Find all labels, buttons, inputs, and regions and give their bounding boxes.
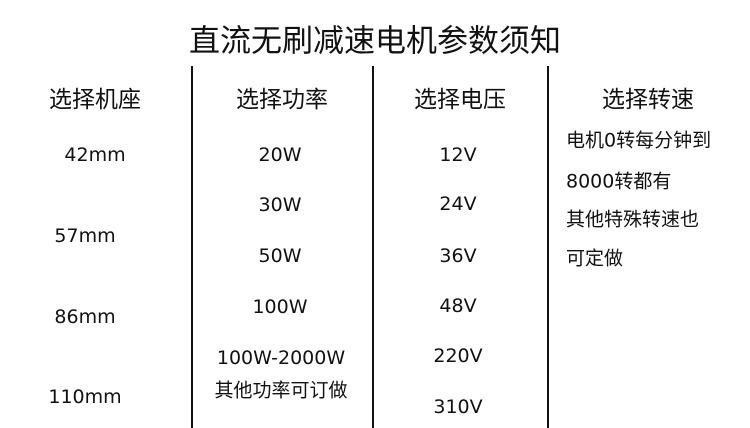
voltage-value: 220V — [433, 345, 483, 367]
power-value: 100W-2000W — [216, 347, 346, 369]
voltage-value: 36V — [439, 245, 477, 267]
power-value: 30W — [258, 194, 302, 216]
voltage-value: 48V — [439, 295, 477, 317]
voltage-value: 12V — [439, 144, 477, 166]
power-note: 其他功率可订做 — [214, 379, 348, 402]
power-value: 20W — [258, 144, 302, 166]
power-value: 50W — [258, 245, 302, 267]
speed-text: 可定做 — [566, 247, 624, 270]
column-header: 选择机座 — [49, 87, 141, 113]
speed-text: 电机0转每分钟到 — [566, 129, 712, 152]
frame-size-value: 42mm — [64, 144, 126, 166]
frame-size-value: 86mm — [54, 306, 116, 328]
column-header: 选择电压 — [414, 87, 506, 113]
column-header: 选择转速 — [602, 87, 694, 113]
speed-text: 8000转都有 — [566, 170, 672, 193]
column-divider — [372, 66, 374, 428]
voltage-value: 310V — [433, 396, 483, 418]
column-header: 选择功率 — [236, 87, 328, 113]
speed-text: 其他特殊转速也 — [566, 208, 700, 231]
frame-size-value: 57mm — [54, 225, 116, 247]
power-value: 100W — [252, 296, 308, 318]
column-divider — [547, 66, 549, 428]
column-divider — [191, 66, 193, 428]
frame-size-value: 110mm — [48, 386, 122, 408]
voltage-value: 24V — [439, 193, 477, 215]
page-title: 直流无刷减速电机参数须知 — [189, 23, 561, 60]
